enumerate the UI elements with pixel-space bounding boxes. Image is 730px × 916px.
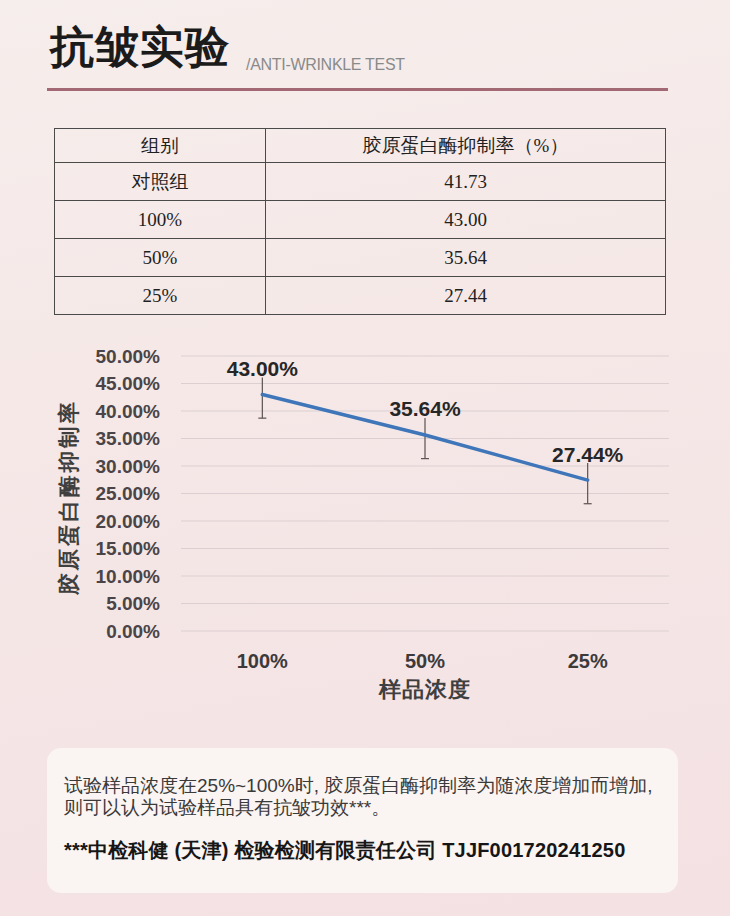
- y-tick-label: 25.00%: [96, 483, 161, 504]
- data-label: 27.44%: [552, 443, 624, 466]
- certification-line: ***中检科健 (天津) 检验检测有限责任公司 TJJF001720241250: [64, 840, 668, 862]
- y-tick-label: 20.00%: [96, 511, 161, 532]
- y-tick-label: 40.00%: [96, 401, 161, 422]
- x-tick-label: 100%: [237, 650, 288, 672]
- note-text-line1: 试验样品浓度在25%~100%时, 胶原蛋白酶抑制率为随浓度增加而增加,: [64, 775, 668, 797]
- y-tick-label: 45.00%: [96, 373, 161, 394]
- y-tick-label: 10.00%: [96, 566, 161, 587]
- note-text-line2: 则可以认为试验样品具有抗皱功效***。: [64, 797, 668, 819]
- y-tick-label: 30.00%: [96, 456, 161, 477]
- data-label: 35.64%: [389, 397, 461, 420]
- y-tick-label: 15.00%: [96, 538, 161, 559]
- note-card: 试验样品浓度在25%~100%时, 胶原蛋白酶抑制率为随浓度增加而增加, 则可以…: [47, 748, 678, 893]
- y-tick-label: 50.00%: [96, 346, 161, 367]
- x-tick-label: 25%: [568, 650, 608, 672]
- page: 抗皱实验 /ANTI-WRINKLE TEST 组别 胶原蛋白酶抑制率（%） 对…: [0, 0, 730, 916]
- y-tick-label: 35.00%: [96, 428, 161, 449]
- y-axis-title: 胶原蛋白酶抑制率: [57, 399, 81, 596]
- y-tick-label: 5.00%: [106, 593, 160, 614]
- x-axis-title: 样品浓度: [378, 677, 471, 702]
- data-label: 43.00%: [227, 357, 299, 380]
- y-tick-label: 0.00%: [106, 621, 160, 642]
- x-tick-label: 50%: [405, 650, 445, 672]
